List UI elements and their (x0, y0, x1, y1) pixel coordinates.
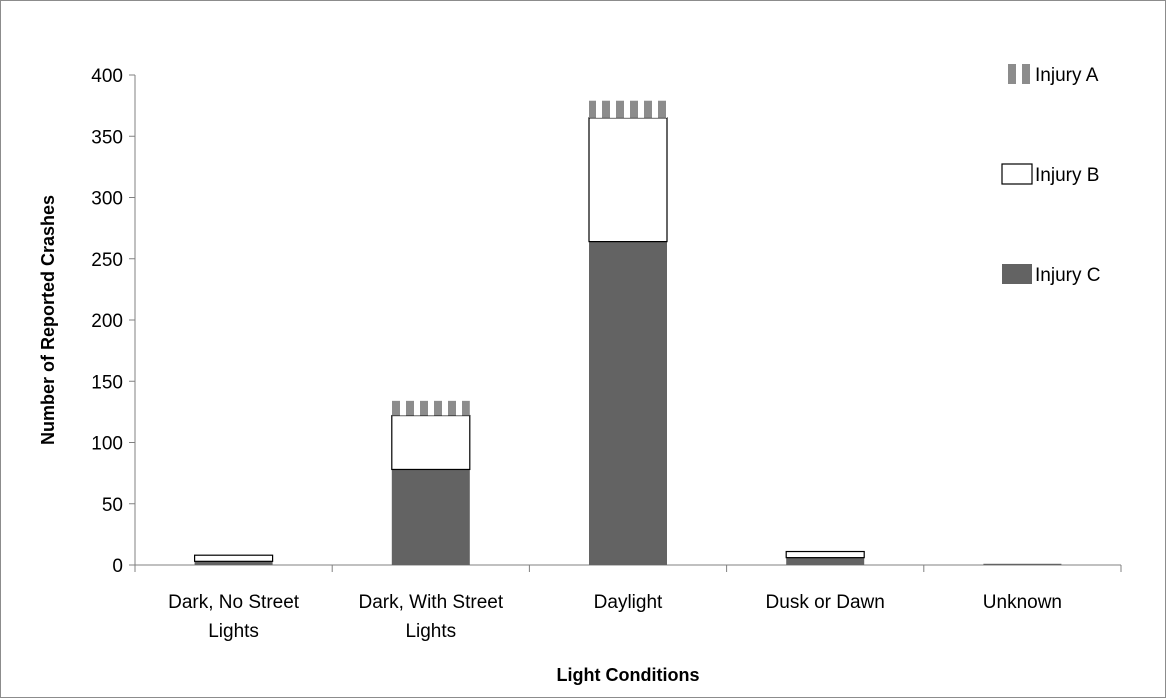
y-axis: 0 50 100 150 200 250 300 350 400 (91, 66, 136, 577)
bar-segment-injury-a (391, 400, 470, 416)
bar-segment-injury-c (194, 561, 273, 565)
bar-segment-injury-b (391, 414, 471, 471)
legend-label: Injury C (1035, 265, 1100, 286)
legend-swatch-injury-a (1002, 64, 1032, 84)
x-category-label: Daylight (594, 592, 663, 613)
bar-segment-injury-b (194, 554, 274, 562)
x-category-label: Dark, With Street (358, 592, 503, 613)
bar-segment-injury-c (589, 241, 667, 565)
y-tick-label: 300 (91, 189, 123, 210)
bar-segment-injury-b (588, 117, 668, 243)
x-category-label: Dark, No Street (168, 592, 300, 613)
y-tick-label: 0 (112, 556, 123, 577)
y-tick-label: 100 (91, 434, 123, 455)
legend-label: Injury B (1035, 165, 1099, 186)
legend-label: Injury A (1035, 65, 1099, 86)
x-category-label: Lights (405, 621, 456, 642)
legend: Injury A Injury B Injury C (1001, 64, 1100, 286)
x-category-label: Dusk or Dawn (766, 592, 885, 613)
x-axis-title: Light Conditions (557, 665, 700, 685)
bar-segment-injury-c (391, 469, 470, 565)
y-tick-label: 400 (91, 66, 123, 87)
y-tick-label: 200 (91, 311, 123, 332)
y-tick-label: 50 (102, 495, 123, 516)
bars (194, 100, 1062, 565)
bar-segment-injury-c (786, 557, 865, 565)
legend-swatch-injury-c (1002, 264, 1032, 284)
x-category-label: Unknown (983, 592, 1062, 613)
x-category-label: Lights (208, 621, 259, 642)
y-tick-label: 150 (91, 372, 123, 393)
y-axis-title: Number of Reported Crashes (38, 195, 58, 445)
x-axis: Dark, No Street Lights Dark, With Street Li… (134, 564, 1122, 642)
bar-segment-injury-b (785, 550, 865, 559)
y-tick-label: 350 (91, 127, 123, 148)
bar-segment-injury-a (589, 100, 667, 118)
y-tick-label: 250 (91, 250, 123, 271)
legend-swatch-injury-b (1001, 163, 1033, 185)
bar-segment-injury-c (983, 563, 1062, 565)
